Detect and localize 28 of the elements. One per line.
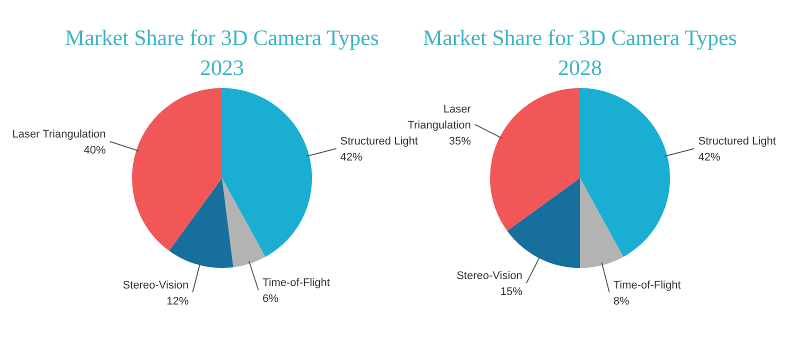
data-label: 42%	[340, 152, 363, 164]
slice-label: Stereo-Vision	[456, 270, 522, 282]
slice-label: Time-of-Flight	[613, 279, 681, 292]
slice-label: Stereo-Vision	[122, 279, 189, 292]
data-label: 40%	[84, 144, 106, 157]
slice-label: Structured Light	[698, 136, 776, 148]
data-label: 42%	[698, 152, 721, 164]
data-label: 6%	[262, 293, 279, 306]
pie-slice	[580, 88, 670, 257]
slice-label: Structured Light	[340, 136, 418, 148]
slice-label: Laser Triangulation	[12, 128, 106, 141]
data-label: 8%	[613, 295, 630, 308]
pie-slice	[132, 88, 222, 251]
pie-slice	[580, 178, 624, 268]
pie-slice	[222, 88, 312, 257]
pie-slice	[507, 178, 580, 268]
data-label: 15%	[500, 286, 523, 298]
slice-label: Time-of-Flight	[262, 277, 330, 290]
chart-subtitle: 2028	[558, 55, 602, 80]
chart-title: Market Share for 3D Camera Types	[423, 25, 737, 50]
chart-subtitle: 2023	[200, 55, 244, 80]
pie-slice	[169, 178, 234, 268]
chart-title: Market Share for 3D Camera Types	[65, 25, 379, 50]
data-label: 12%	[166, 295, 189, 308]
slice-label: Laser Triangulation	[408, 103, 472, 132]
data-label: 35%	[448, 135, 472, 148]
pie-slice	[490, 88, 580, 231]
pie-slice	[222, 178, 266, 268]
